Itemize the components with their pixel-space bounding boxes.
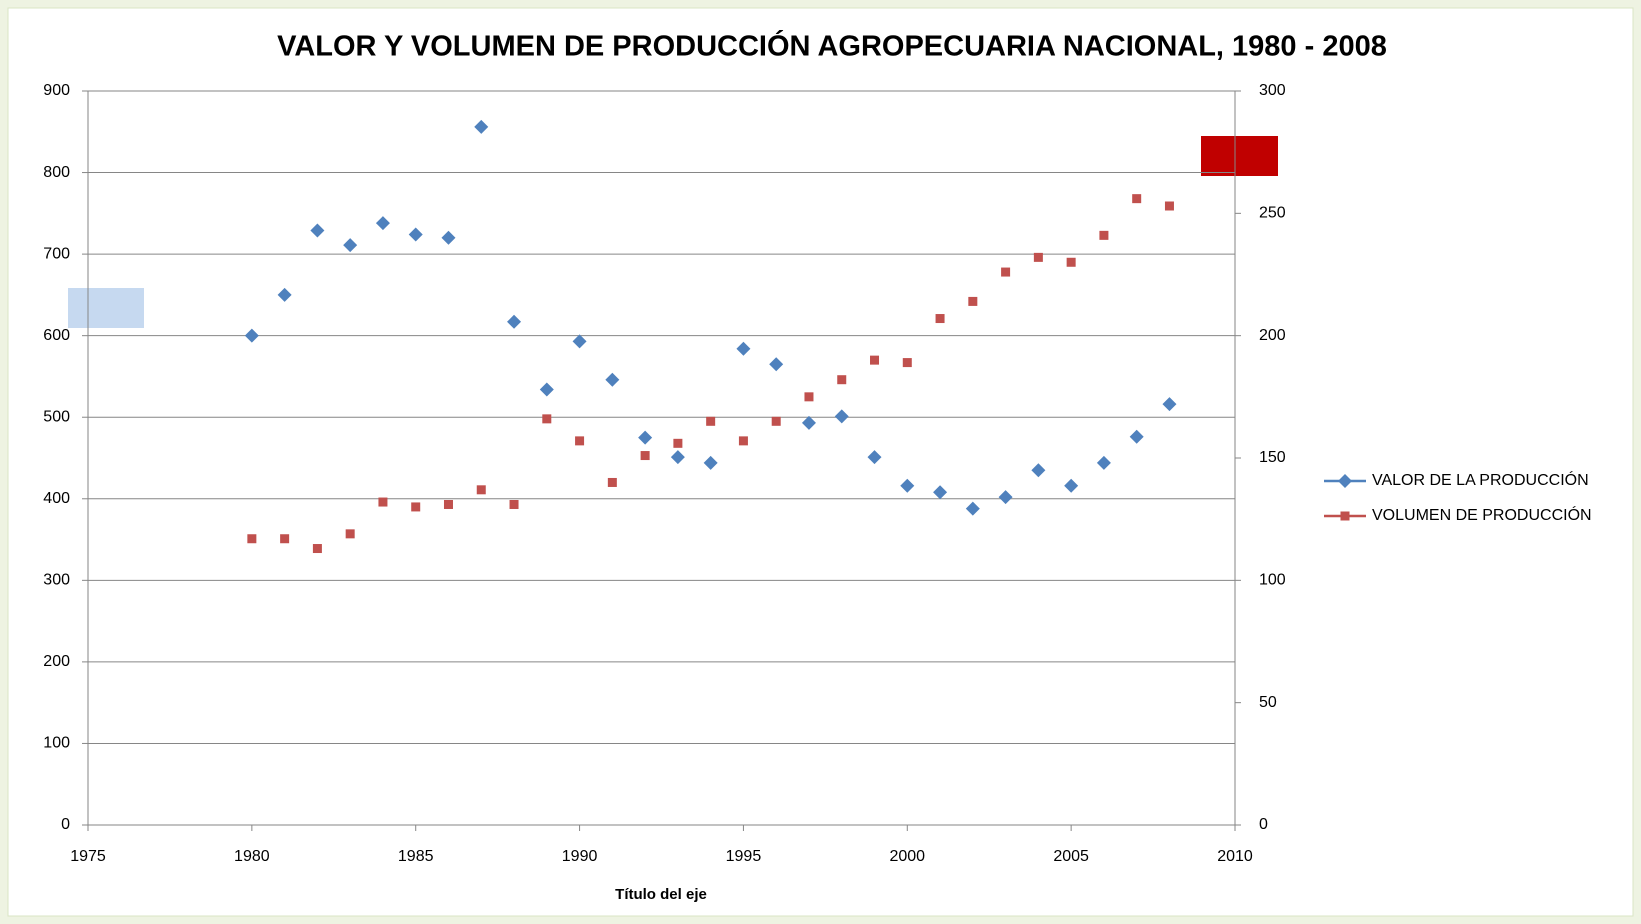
point xyxy=(474,119,489,134)
point xyxy=(1132,194,1142,204)
point xyxy=(736,341,751,356)
point xyxy=(902,358,912,368)
y-tick-label: 400 xyxy=(43,490,70,507)
point xyxy=(670,450,685,465)
decoration xyxy=(1201,136,1278,176)
x-tick-label: 2005 xyxy=(1053,848,1089,865)
point xyxy=(638,430,653,445)
point xyxy=(771,416,781,426)
y-tick-label: 200 xyxy=(43,653,70,670)
point xyxy=(1096,455,1111,470)
point xyxy=(375,216,390,231)
y-tick-label: 900 xyxy=(43,82,70,99)
y-tick-label: 700 xyxy=(43,245,70,262)
point xyxy=(539,382,554,397)
legend-marker xyxy=(1338,474,1352,488)
point xyxy=(640,451,650,461)
point xyxy=(998,490,1013,505)
x-tick-label: 1995 xyxy=(726,848,762,865)
x-axis-title: Título del eje xyxy=(615,886,707,903)
point xyxy=(968,296,978,306)
y2-tick-label: 250 xyxy=(1259,205,1286,222)
point xyxy=(509,499,519,509)
y-tick-label: 800 xyxy=(43,164,70,181)
y2-tick-label: 200 xyxy=(1259,327,1286,344)
y-tick-label: 500 xyxy=(43,408,70,425)
point xyxy=(1129,429,1144,444)
point xyxy=(769,357,784,372)
point xyxy=(443,499,453,509)
point xyxy=(1164,201,1174,211)
point xyxy=(1001,267,1011,277)
y-tick-label: 300 xyxy=(43,572,70,589)
point xyxy=(542,414,552,424)
x-tick-label: 1985 xyxy=(398,848,434,865)
point xyxy=(703,455,718,470)
point xyxy=(1162,397,1177,412)
point xyxy=(378,497,388,507)
y2-tick-label: 300 xyxy=(1259,82,1286,99)
x-tick-label: 1990 xyxy=(562,848,598,865)
legend-label: VALOR DE LA PRODUCCIÓN xyxy=(1372,470,1589,489)
point xyxy=(408,227,423,242)
point xyxy=(441,230,456,245)
point xyxy=(738,436,748,446)
x-tick-label: 2000 xyxy=(889,848,925,865)
decoration xyxy=(68,288,144,328)
point xyxy=(1066,257,1076,267)
point xyxy=(605,372,620,387)
point xyxy=(607,477,617,487)
point xyxy=(837,375,847,385)
point xyxy=(572,334,587,349)
chart-title: VALOR Y VOLUMEN DE PRODUCCIÓN AGROPECUAR… xyxy=(277,29,1387,63)
y-tick-label: 600 xyxy=(43,327,70,344)
chart-frame xyxy=(7,7,1634,917)
point xyxy=(277,287,292,302)
point xyxy=(1033,252,1043,262)
point xyxy=(247,534,257,544)
point xyxy=(244,328,259,343)
point xyxy=(476,485,486,495)
point xyxy=(1064,478,1079,493)
point xyxy=(310,223,325,238)
point xyxy=(801,415,816,430)
y-tick-label: 100 xyxy=(43,735,70,752)
y2-tick-label: 100 xyxy=(1259,572,1286,589)
legend-marker xyxy=(1340,511,1350,521)
point xyxy=(312,544,322,554)
point xyxy=(411,502,421,512)
point xyxy=(1099,230,1109,240)
point xyxy=(965,501,980,516)
point xyxy=(343,238,358,253)
x-tick-label: 1980 xyxy=(234,848,270,865)
x-tick-label: 2010 xyxy=(1217,848,1253,865)
point xyxy=(280,534,290,544)
y2-tick-label: 0 xyxy=(1259,816,1268,833)
point xyxy=(706,416,716,426)
point xyxy=(935,314,945,324)
point xyxy=(575,436,585,446)
point xyxy=(867,450,882,465)
point xyxy=(345,529,355,539)
point xyxy=(673,438,683,448)
point xyxy=(1031,463,1046,478)
y2-tick-label: 150 xyxy=(1259,449,1286,466)
point xyxy=(870,355,880,365)
point xyxy=(900,478,915,493)
x-tick-label: 1975 xyxy=(70,848,106,865)
point xyxy=(804,392,814,402)
y2-tick-label: 50 xyxy=(1259,694,1277,711)
y-tick-label: 0 xyxy=(61,816,70,833)
point xyxy=(834,409,849,424)
point xyxy=(507,314,522,329)
point xyxy=(933,485,948,500)
legend: VALOR DE LA PRODUCCIÓN VOLUMEN DE PRODUCC… xyxy=(1324,470,1592,524)
legend-label: VOLUMEN DE PRODUCCIÓN xyxy=(1372,505,1592,524)
